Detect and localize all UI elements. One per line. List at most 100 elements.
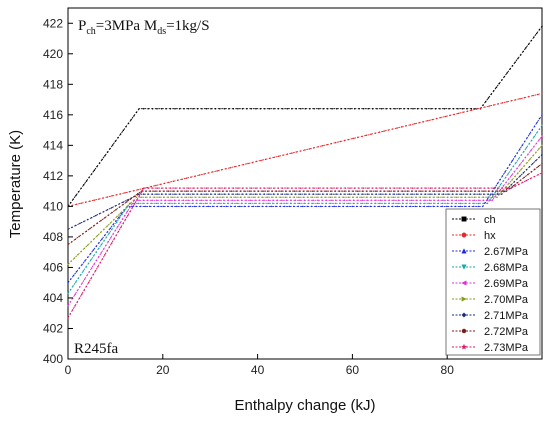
data-point [125, 126, 127, 128]
data-point [77, 277, 80, 280]
data-point [299, 150, 302, 152]
legend-label: hx [484, 230, 496, 242]
data-point [109, 237, 112, 239]
data-point [232, 187, 235, 189]
data-point [290, 187, 293, 189]
data-point [133, 203, 136, 205]
data-point [289, 196, 291, 198]
data-point [397, 202, 399, 205]
annotation-p-val: =3MPa M [96, 18, 157, 34]
data-point [230, 196, 233, 198]
data-point [182, 202, 185, 205]
data-point [118, 203, 121, 205]
data-point [325, 196, 327, 198]
data-point [205, 187, 208, 189]
data-point [142, 199, 145, 202]
data-point [398, 107, 401, 110]
data-point [497, 103, 499, 105]
data-point [535, 142, 538, 145]
data-point [174, 107, 176, 110]
data-point [325, 202, 328, 205]
data-point [502, 185, 505, 187]
data-point [221, 196, 224, 198]
data-point [447, 187, 450, 189]
data-point [101, 158, 103, 161]
data-point [505, 186, 507, 188]
data-point [464, 202, 466, 205]
data-point [457, 112, 460, 115]
data-point [406, 193, 409, 195]
data-point [276, 202, 278, 205]
data-point [493, 90, 495, 92]
data-point [523, 140, 526, 143]
data-point [393, 193, 396, 195]
data-point [72, 198, 75, 200]
legend-entry: 2.73MPa [452, 342, 529, 354]
data-point [254, 202, 256, 205]
data-point [511, 159, 514, 162]
data-point [223, 193, 225, 195]
data-point [118, 206, 121, 208]
data-point [112, 233, 114, 235]
data-point [117, 230, 120, 233]
data-point [284, 205, 286, 208]
data-point [339, 199, 341, 202]
data-point [513, 181, 515, 183]
data-point [181, 190, 183, 192]
data-point [317, 187, 320, 189]
data-point [483, 187, 486, 189]
data-point [487, 190, 490, 192]
data-point [221, 205, 223, 208]
data-point [221, 190, 224, 192]
data-point [410, 196, 413, 198]
data-point [478, 199, 480, 202]
data-point [144, 196, 147, 198]
data-point [138, 199, 140, 202]
data-point [275, 190, 278, 192]
data-point [501, 79, 503, 81]
data-point [401, 196, 404, 198]
data-point [272, 199, 274, 202]
data-point [304, 107, 306, 110]
data-point [147, 107, 149, 110]
data-point [469, 190, 472, 192]
legend-label: ch [484, 214, 496, 226]
data-point [353, 107, 356, 110]
data-point [121, 218, 124, 220]
series-2.72MPa [67, 162, 543, 246]
data-point [541, 162, 543, 165]
data-point [95, 251, 97, 253]
data-point [260, 159, 262, 162]
data-point [353, 193, 355, 195]
data-point [383, 202, 386, 205]
data-point [388, 196, 390, 198]
data-point [207, 205, 209, 208]
data-point [205, 199, 207, 202]
data-point [464, 199, 467, 202]
data-point [203, 173, 205, 175]
data-point [85, 285, 88, 288]
condition-annotation: Pch=3MPa Mds=1kg/S [78, 18, 210, 37]
data-point [520, 154, 522, 156]
data-point [429, 187, 432, 189]
data-point [535, 159, 537, 162]
data-point [527, 173, 529, 176]
data-point [519, 148, 521, 150]
data-point [487, 199, 489, 202]
data-point [174, 193, 176, 195]
data-point [67, 304, 69, 307]
data-point [392, 196, 395, 198]
data-point [538, 148, 540, 150]
data-point [153, 196, 156, 198]
data-point [501, 175, 504, 177]
y-tick-label: 412 [43, 169, 63, 183]
data-point [152, 187, 154, 189]
data-point [495, 86, 498, 88]
data-point [172, 196, 174, 198]
data-point [400, 126, 403, 128]
data-point [203, 205, 205, 208]
data-point [455, 199, 458, 202]
data-point [257, 196, 260, 198]
data-point [535, 32, 538, 35]
data-point [437, 202, 440, 205]
